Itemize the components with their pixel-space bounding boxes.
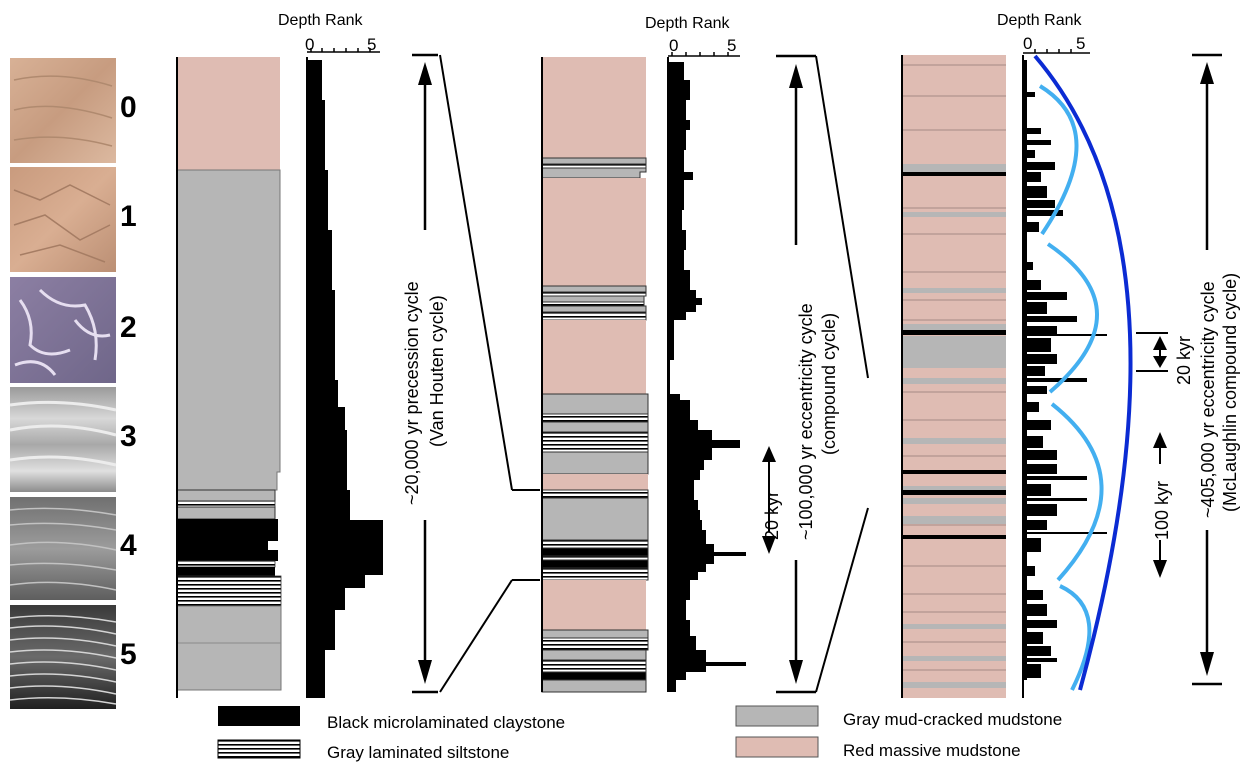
span-20kyr-label-a: 20 kyr bbox=[762, 491, 782, 540]
photo-texture-3 bbox=[9, 400, 117, 467]
span-100kyr-bracket bbox=[1153, 432, 1167, 578]
mudcrack-texture bbox=[14, 288, 111, 376]
depth-rank-histogram-2 bbox=[668, 62, 746, 692]
span-20kyr-bracket-b bbox=[1136, 332, 1168, 372]
connector-bottom-1 bbox=[439, 579, 513, 693]
legend-label-red: Red massive mudstone bbox=[843, 741, 1021, 760]
connector-top-2 bbox=[815, 55, 869, 379]
precession-cycle-bracket bbox=[412, 53, 438, 694]
legend-label-gray-mud: Gray mud-cracked mudstone bbox=[843, 710, 1062, 729]
photo-rank-0 bbox=[10, 58, 116, 163]
lithology-column-1 bbox=[176, 57, 282, 698]
legend-swatch-gray-mud bbox=[735, 705, 819, 727]
photo-strip bbox=[9, 58, 117, 709]
depth-rank-tick-5-col3: 5 bbox=[1076, 34, 1085, 53]
rank-label-2: 2 bbox=[120, 311, 137, 344]
depth-rank-tick-0-col2: 0 bbox=[669, 36, 678, 55]
legend-label-black: Black microlaminated claystone bbox=[327, 713, 565, 732]
eccentricity-100k-sublabel: (compound cycle) bbox=[819, 313, 839, 455]
depth-rank-tick-5-col2: 5 bbox=[727, 36, 736, 55]
depth-rank-axis-3 bbox=[1023, 49, 1090, 54]
depth-rank-header-3: Depth Rank bbox=[997, 12, 1082, 29]
depth-rank-tick-0-col3: 0 bbox=[1023, 34, 1032, 53]
photo-rank-5 bbox=[10, 605, 116, 709]
rank-label-5: 5 bbox=[120, 638, 137, 671]
depth-rank-header-2: Depth Rank bbox=[645, 15, 730, 32]
legend-label-gray-laminated: Gray laminated siltstone bbox=[327, 743, 509, 762]
photo-rank-2 bbox=[10, 277, 116, 383]
photo-texture-4 bbox=[9, 507, 117, 591]
depth-rank-tick-5-col1: 5 bbox=[367, 35, 376, 54]
span-100kyr-label: 100 kyr bbox=[1152, 481, 1172, 540]
compound-cycle-envelopes bbox=[1038, 84, 1104, 691]
span-20kyr-bracket-a bbox=[762, 446, 776, 554]
depth-rank-histogram-3 bbox=[1023, 60, 1107, 680]
photo-rank-1 bbox=[10, 167, 116, 272]
legend-swatch-black bbox=[218, 706, 300, 726]
eccentricity-100k-label: ~100,000 yr eccentricity cycle bbox=[796, 303, 816, 540]
precession-cycle-label: ~20,000 yr precession cycle bbox=[402, 281, 422, 505]
photo-texture-5 bbox=[9, 615, 117, 705]
precession-cycle-sublabel: (Van Houten cycle) bbox=[427, 295, 447, 447]
legend-swatch-gray-laminated bbox=[217, 739, 301, 759]
rank-label-0: 0 bbox=[120, 91, 137, 124]
mclaughlin-cycle-envelope bbox=[1033, 54, 1133, 691]
rank-label-4: 4 bbox=[120, 529, 137, 562]
connector-bottom-2 bbox=[815, 507, 869, 693]
eccentricity-100k-bracket bbox=[776, 54, 816, 694]
span-20kyr-label-b: 20 kyr bbox=[1174, 336, 1194, 385]
lithology-column-2 bbox=[541, 57, 649, 693]
photo-texture-0 bbox=[13, 75, 113, 147]
eccentricity-405k-bracket bbox=[1192, 53, 1222, 686]
depth-rank-axis-2 bbox=[668, 52, 740, 57]
legend: Black microlaminated claystone Gray lami… bbox=[217, 705, 1062, 762]
eccentricity-405k-label: ~405,000 yr eccentricity cycle bbox=[1198, 281, 1218, 518]
eccentricity-405k-sublabel: (McLaughlin compound cycle) bbox=[1220, 273, 1240, 512]
legend-swatch-red bbox=[735, 736, 819, 758]
lithology-column-3 bbox=[901, 55, 1006, 698]
rank-label-3: 3 bbox=[120, 420, 137, 453]
depth-rank-histogram-1 bbox=[307, 60, 383, 698]
connector-top-1 bbox=[439, 54, 513, 491]
rank-label-1: 1 bbox=[120, 200, 137, 233]
photo-texture-1 bbox=[13, 184, 111, 263]
depth-rank-tick-0-col1: 0 bbox=[305, 35, 314, 54]
depth-rank-header-1: Depth Rank bbox=[278, 12, 363, 29]
depth-rank-axis-1 bbox=[307, 48, 380, 53]
